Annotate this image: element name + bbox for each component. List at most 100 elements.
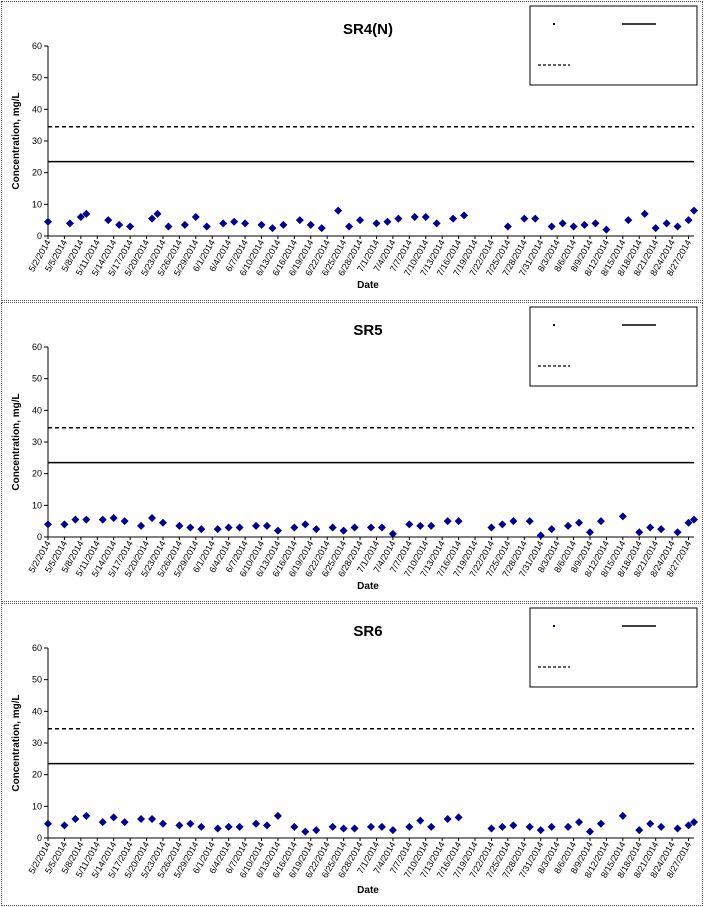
data-point [213,824,222,833]
data-point [657,822,666,831]
data-point [175,521,184,530]
data-point [76,213,85,221]
data-point [180,220,189,229]
data-point [580,220,589,229]
data-point [454,813,463,822]
data-point [449,214,458,223]
data-point [339,824,348,833]
legend-marker [553,23,555,25]
data-point [394,214,403,223]
data-point [290,523,299,532]
chart-panel-sr4n: SR4(N) 0 10 20 30 40 50 60 Concentration, mg/L 5/… [1,1,703,301]
data-point [547,822,556,831]
y-axis-label: Concentration, mg/L [11,92,22,189]
data-point [602,225,611,234]
data-point [295,216,304,225]
data-point [367,523,375,532]
data-point [383,217,392,226]
data-point [536,826,545,835]
y-axis-label: Concentration, mg/L [11,694,22,791]
data-point [569,222,578,231]
data-point [564,521,573,530]
data-point [673,824,682,833]
y-tick-label: 20 [32,469,42,479]
legend-box [529,306,698,387]
data-point [635,528,644,537]
data-point [618,811,627,820]
data-point [416,816,425,825]
legend-marker [553,625,555,627]
y-tick-label: 30 [32,437,42,447]
data-point [618,512,627,521]
data-point [126,222,135,231]
y-tick-label: 40 [32,405,42,415]
y-tick-label: 30 [32,136,42,146]
data-point [224,523,233,532]
data-point [312,525,321,534]
data-point [290,822,299,831]
data-point [120,517,129,526]
data-point [487,824,496,833]
data-point [148,815,157,823]
data-point [405,520,414,529]
data-point [460,211,469,220]
data-point [662,219,671,228]
data-point [262,821,271,830]
data-point [684,518,693,527]
data-point [377,822,386,831]
data-point [673,222,682,231]
data-point [558,219,567,228]
data-point [454,517,463,526]
chart-title: SR4(N) [343,21,393,38]
chart-panel-sr5: SR5 0 10 20 30 40 50 60 Concentration, mg/L 5/2/2… [1,302,703,602]
y-tick-label: 20 [32,770,42,780]
data-point [109,813,118,822]
x-axis-label: Date [357,885,379,896]
data-point [109,514,118,522]
y-tick-label: 50 [32,675,42,685]
data-point [520,214,529,223]
y-tick-label: 0 [37,532,42,542]
data-point [673,528,682,537]
data-point [44,520,52,529]
data-point [575,818,584,827]
data-point [98,818,107,827]
data-point [525,822,534,831]
data-point [273,811,282,820]
data-point [71,515,80,524]
y-tick-label: 60 [32,41,42,51]
data-point [191,213,200,221]
y-tick-label: 0 [37,833,42,843]
y-tick-label: 40 [32,706,42,716]
data-point [71,815,80,823]
y-tick-label: 30 [32,738,42,748]
data-point [596,517,605,526]
data-point [175,821,184,830]
data-point [197,822,206,831]
data-point [148,214,157,223]
data-point [635,826,644,835]
y-tick-label: 40 [32,104,42,114]
data-point [575,518,584,527]
data-point [350,824,359,833]
data-point [153,209,162,218]
y-tick-label: 50 [32,73,42,83]
x-axis-label: Date [357,581,379,592]
data-point [137,815,146,823]
data-point [646,819,655,828]
data-point [657,525,666,534]
data-point [82,209,91,218]
data-point [334,206,343,215]
data-point [219,219,228,228]
data-point [235,822,244,831]
data-point [596,819,605,828]
y-tick-label: 0 [37,231,42,241]
data-point [345,222,354,231]
data-point [104,216,113,225]
data-point [427,822,436,831]
x-axis-label: Date [357,280,379,291]
data-point [410,213,419,221]
data-point [646,523,655,532]
data-point [405,822,414,831]
data-point [328,523,337,532]
